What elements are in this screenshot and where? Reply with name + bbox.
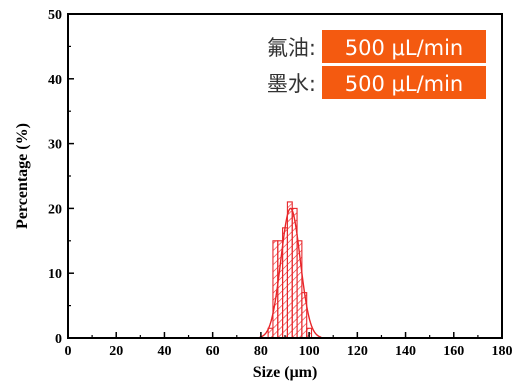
legend-label-0: 氟油: <box>267 36 316 60</box>
x-tick-label-6: 120 <box>347 344 368 359</box>
fit-curve <box>259 207 322 338</box>
y-tick-label-1: 10 <box>48 267 62 282</box>
x-tick-label-5: 100 <box>299 344 320 359</box>
legend-label-1: 墨水: <box>267 72 316 96</box>
y-tick-label-3: 30 <box>48 138 62 153</box>
x-tick-label-9: 180 <box>492 344 513 359</box>
x-tick-label-3: 60 <box>206 344 220 359</box>
legend-value-0: 500 μL/min <box>345 36 464 60</box>
x-tick-label-0: 0 <box>65 344 72 359</box>
legend-badge-1 <box>322 66 486 99</box>
x-tick-label-4: 80 <box>254 344 268 359</box>
legend-badge-0 <box>322 30 486 63</box>
x-axis-title: Size (μm) <box>253 364 318 381</box>
histogram-bar-0 <box>267 327 274 339</box>
flow-rate-legend: 氟油: 500 μL/min 墨水: 500 μL/min <box>267 30 486 99</box>
x-tick-label-2: 40 <box>157 344 171 359</box>
y-tick-label-4: 40 <box>48 73 62 88</box>
histogram-bar-4 <box>286 201 293 339</box>
y-axis-title: Percentage (%) <box>14 123 31 229</box>
y-axis-ticks: 0 10 20 30 40 50 <box>48 8 74 347</box>
x-tick-label-8: 160 <box>443 344 464 359</box>
y-tick-label-2: 20 <box>48 202 62 217</box>
x-tick-label-1: 20 <box>109 344 123 359</box>
y-tick-label-0: 0 <box>55 332 62 347</box>
x-tick-label-7: 140 <box>395 344 416 359</box>
legend-value-1: 500 μL/min <box>345 72 464 96</box>
x-axis-ticks: 0 20 40 60 80 100 120 140 160 180 <box>65 332 513 359</box>
y-tick-label-5: 50 <box>48 8 62 23</box>
